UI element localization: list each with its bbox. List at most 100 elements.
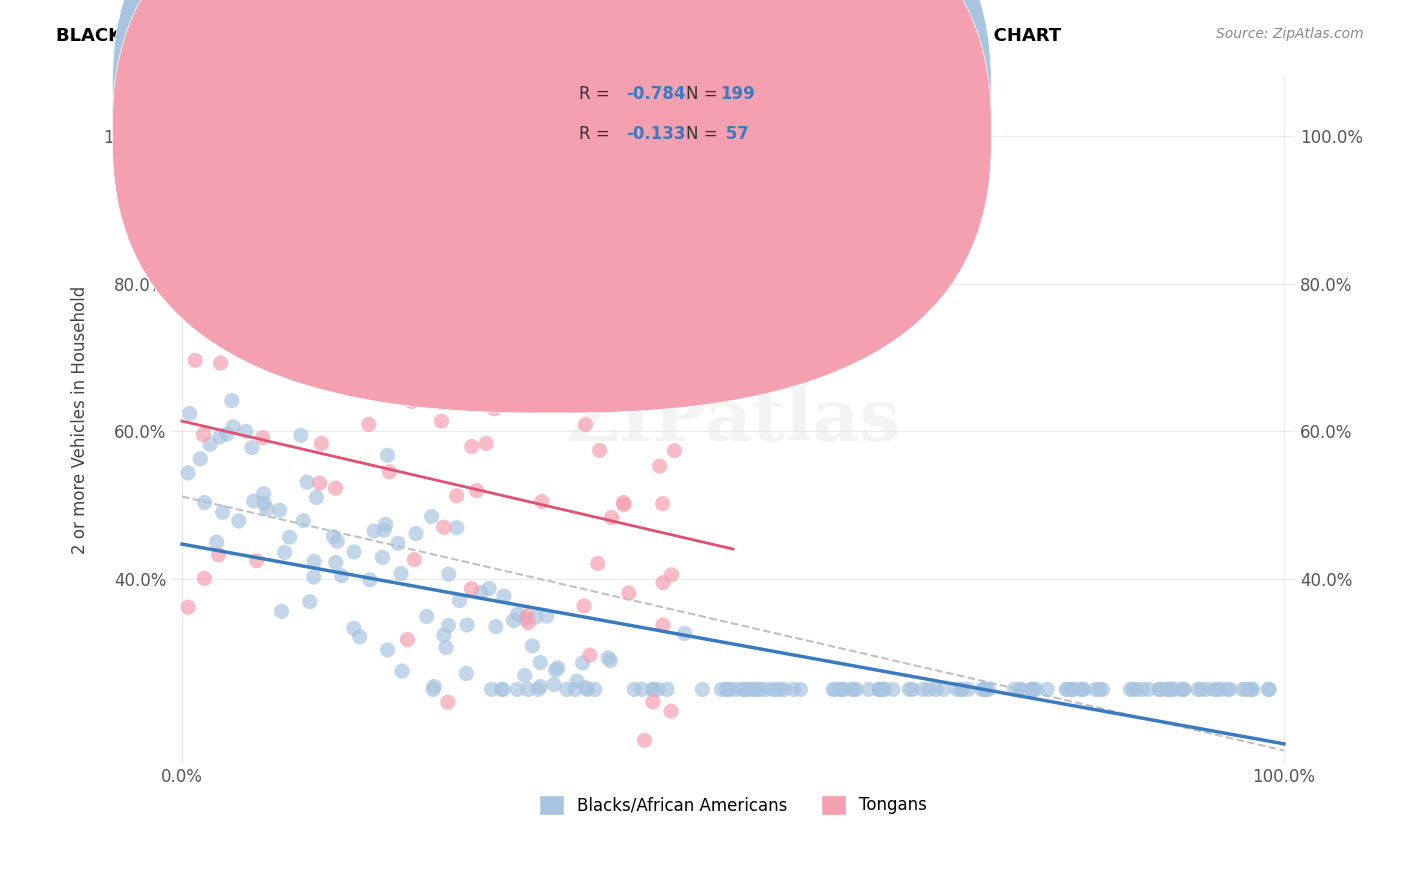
Point	[932, 682, 955, 697]
Point	[270, 604, 292, 618]
Point	[945, 682, 967, 697]
Point	[396, 238, 419, 252]
Point	[1054, 682, 1077, 697]
Point	[513, 668, 536, 682]
Point	[240, 441, 263, 455]
Point	[718, 682, 741, 697]
Point	[330, 568, 353, 582]
Text: R =: R =	[579, 125, 616, 143]
Point	[211, 505, 233, 519]
Point	[823, 682, 845, 697]
Point	[461, 440, 484, 454]
Point	[446, 489, 468, 503]
Point	[749, 682, 772, 697]
Point	[1025, 682, 1047, 697]
Point	[882, 682, 904, 697]
Point	[1154, 682, 1177, 697]
Point	[524, 610, 547, 624]
Text: 199: 199	[720, 85, 755, 103]
Point	[586, 557, 609, 571]
Point	[654, 394, 676, 409]
Point	[652, 618, 675, 632]
Point	[517, 615, 540, 630]
Point	[346, 305, 368, 319]
Point	[475, 436, 498, 450]
Point	[831, 682, 853, 697]
Point	[198, 437, 221, 451]
Point	[177, 466, 200, 480]
Point	[437, 567, 460, 582]
Point	[209, 356, 232, 370]
Text: -0.133: -0.133	[626, 125, 685, 143]
Point	[491, 682, 513, 697]
Point	[305, 491, 328, 505]
Point	[731, 682, 754, 697]
Point	[841, 682, 863, 697]
Point	[1022, 682, 1045, 697]
Point	[273, 545, 295, 559]
Point	[228, 514, 250, 528]
Point	[623, 682, 645, 697]
Point	[492, 682, 515, 697]
Point	[401, 394, 423, 409]
Point	[446, 521, 468, 535]
Point	[456, 618, 478, 632]
Point	[1160, 682, 1182, 697]
Point	[1209, 682, 1232, 697]
Point	[842, 682, 865, 697]
Point	[516, 609, 538, 624]
Text: Source: ZipAtlas.com: Source: ZipAtlas.com	[1216, 27, 1364, 41]
Point	[416, 609, 439, 624]
Point	[391, 664, 413, 678]
Point	[911, 682, 934, 697]
Point	[360, 353, 382, 368]
Point	[177, 600, 200, 615]
Point	[349, 630, 371, 644]
Point	[572, 599, 595, 613]
Point	[357, 417, 380, 432]
Point	[974, 682, 997, 697]
Point	[302, 555, 325, 569]
Point	[583, 682, 606, 697]
Text: N =: N =	[686, 85, 723, 103]
Point	[1149, 682, 1171, 697]
Point	[478, 286, 501, 301]
Point	[543, 677, 565, 691]
Point	[714, 682, 737, 697]
Point	[588, 443, 610, 458]
Point	[1004, 682, 1026, 697]
Text: R =: R =	[579, 85, 616, 103]
Point	[530, 494, 553, 508]
Text: 57: 57	[720, 125, 749, 143]
Point	[290, 428, 312, 442]
Point	[1239, 682, 1261, 697]
Point	[1021, 682, 1043, 697]
Point	[873, 682, 896, 697]
Point	[655, 682, 678, 697]
Point	[377, 448, 399, 462]
Point	[506, 682, 529, 697]
Point	[845, 682, 868, 697]
Point	[1163, 682, 1185, 697]
Point	[647, 682, 669, 697]
Point	[824, 682, 846, 697]
Point	[544, 663, 567, 677]
Point	[492, 589, 515, 603]
Point	[1219, 682, 1241, 697]
Point	[1122, 682, 1144, 697]
Point	[1036, 682, 1059, 697]
Point	[423, 680, 446, 694]
Point	[326, 534, 349, 549]
Point	[510, 320, 533, 334]
Point	[404, 552, 426, 566]
Point	[373, 523, 395, 537]
Point	[221, 393, 243, 408]
Point	[1137, 682, 1160, 697]
Point	[222, 419, 245, 434]
Point	[673, 626, 696, 640]
Point	[950, 682, 973, 697]
Point	[1062, 682, 1084, 697]
Point	[253, 496, 276, 510]
Point	[502, 614, 524, 628]
Point	[434, 640, 457, 655]
